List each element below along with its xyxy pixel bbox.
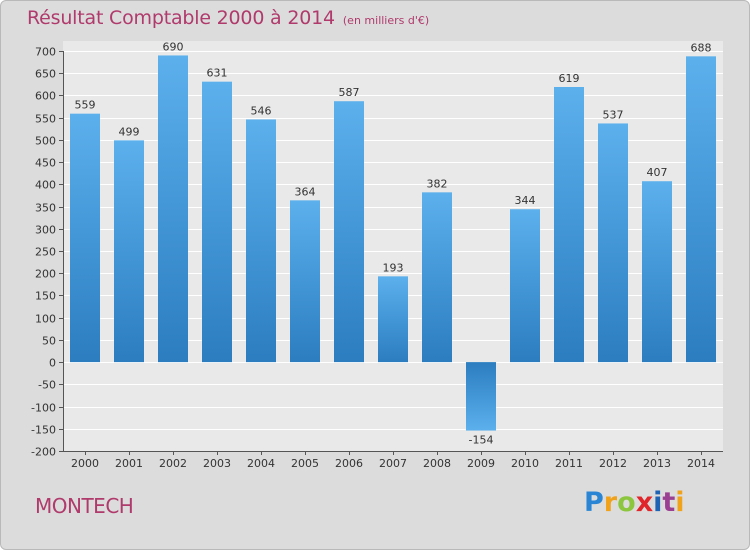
x-tick-label: 2004 (247, 457, 275, 470)
bar (642, 181, 672, 363)
bar (246, 119, 276, 363)
bar (598, 123, 628, 363)
logo-letter: i (675, 487, 685, 518)
bar (70, 113, 100, 363)
logo-letter: t (662, 487, 676, 518)
y-tick-label: -200 (31, 446, 56, 459)
data-label: 688 (691, 41, 712, 54)
y-tick-label: 400 (35, 179, 56, 192)
chart-title: Résultat Comptable 2000 à 2014 (27, 7, 335, 29)
commune-name: MONTECH (35, 494, 134, 518)
x-tick-label: 2006 (335, 457, 363, 470)
bar (466, 362, 496, 431)
x-tick-label: 2002 (159, 457, 187, 470)
data-labels: 559 499 690 631 546 364 587 193 382 -154 344 619 537… (75, 40, 712, 446)
logo-letter: P (584, 487, 604, 518)
data-label: 382 (427, 177, 448, 190)
y-tick-label: -50 (38, 379, 56, 392)
bar (114, 140, 144, 363)
data-label: 364 (295, 185, 316, 198)
x-tick-label: 2007 (379, 457, 407, 470)
x-tick-label: 2000 (71, 457, 99, 470)
logo-letter: x (635, 487, 654, 518)
y-tick-label: 650 (35, 68, 56, 81)
data-label: -154 (469, 434, 494, 447)
chart-unit: (en milliers d'€) (342, 14, 430, 27)
title-row: Résultat Comptable 2000 à 2014 (en millie… (27, 7, 429, 29)
data-label: 193 (383, 261, 404, 274)
y-tick-label: 300 (35, 224, 56, 237)
y-tick-label: 0 (49, 357, 56, 370)
x-tick-label: 2013 (643, 457, 671, 470)
x-tick-label: 2014 (687, 457, 715, 470)
x-tick-label: 2012 (599, 457, 627, 470)
bar (686, 56, 716, 363)
y-tick-label: 100 (35, 313, 56, 326)
data-label: 690 (163, 40, 184, 53)
y-tick-label: 150 (35, 290, 56, 303)
bar (554, 87, 584, 363)
data-label: 619 (559, 72, 580, 85)
x-tick-label: 2009 (467, 457, 495, 470)
y-tick-label: 600 (35, 90, 56, 103)
data-label: 559 (75, 99, 96, 112)
data-label: 587 (339, 86, 360, 99)
logo-letter: o (617, 487, 636, 518)
y-tick-label: 500 (35, 135, 56, 148)
y-tick-label: 200 (35, 268, 56, 281)
x-tick-label: 2003 (203, 457, 231, 470)
x-tick-label: 2011 (555, 457, 583, 470)
proxiti-logo: Proxiti (584, 487, 685, 518)
x-tick-label: 2010 (511, 457, 539, 470)
y-tick-label: -150 (31, 424, 56, 437)
y-tick-label: 250 (35, 246, 56, 259)
y-tick-label: 450 (35, 157, 56, 170)
bar (510, 209, 540, 363)
y-tick-label: 550 (35, 113, 56, 126)
y-tick-label: 700 (35, 46, 56, 59)
y-axis: -200 -150 -100 -50 0 50 100 150 200 250 300 350 400 4… (31, 46, 64, 459)
bar (422, 192, 452, 363)
x-tick-label: 2008 (423, 457, 451, 470)
y-tick-label: 50 (42, 335, 56, 348)
data-label: 407 (647, 166, 668, 179)
data-label: 499 (119, 125, 140, 138)
bar (334, 101, 364, 363)
x-tick-label: 2005 (291, 457, 319, 470)
logo-letter: i (653, 487, 663, 518)
bar (202, 81, 232, 363)
bar (378, 276, 408, 363)
bar (158, 55, 188, 363)
data-label: 546 (251, 104, 272, 117)
bar (290, 200, 320, 363)
x-tick-label: 2001 (115, 457, 143, 470)
data-label: 537 (603, 108, 624, 121)
logo-letter: r (603, 487, 618, 518)
y-tick-label: -100 (31, 402, 56, 415)
y-tick-label: 350 (35, 202, 56, 215)
data-label: 344 (515, 194, 536, 207)
bars (70, 55, 716, 431)
x-axis: 2000 2001 2002 2003 2004 2005 2006 2007 2008 2009… (63, 451, 723, 470)
data-label: 631 (207, 67, 228, 80)
